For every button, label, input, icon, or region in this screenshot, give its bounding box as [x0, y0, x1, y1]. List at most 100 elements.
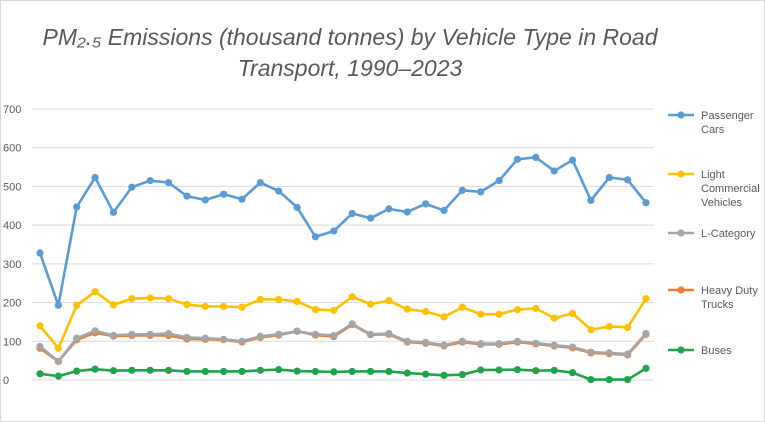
- data-point-l-category: [440, 341, 448, 349]
- data-point-l-category: [495, 340, 503, 348]
- data-point-passenger-cars: [605, 173, 613, 182]
- data-point-passenger-cars: [385, 205, 393, 213]
- data-point-l-category: [220, 335, 228, 343]
- data-point-l-category: [458, 337, 466, 345]
- data-point-passenger-cars: [458, 186, 466, 194]
- data-point-buses: [164, 366, 173, 374]
- chart-title: PM₂.₅ Emissions (thousand tonnes) by Veh…: [42, 24, 658, 81]
- y-tick-label: 100: [3, 336, 21, 348]
- data-point-passenger-cars: [293, 203, 301, 211]
- data-point-buses: [238, 367, 246, 376]
- data-point-passenger-cars: [146, 177, 154, 185]
- data-point-l-category: [36, 342, 44, 350]
- data-point-light-commercial-vehicles: [624, 323, 632, 331]
- data-point-passenger-cars: [73, 203, 81, 211]
- data-point-passenger-cars: [587, 196, 595, 204]
- data-point-light-commercial-vehicles: [642, 295, 650, 303]
- data-point-buses: [385, 367, 393, 376]
- data-point-passenger-cars: [54, 301, 62, 309]
- data-point-buses: [293, 367, 301, 375]
- data-point-passenger-cars: [348, 209, 356, 218]
- data-point-light-commercial-vehicles: [54, 344, 62, 352]
- data-point-l-category: [513, 337, 522, 345]
- data-point-light-commercial-vehicles: [330, 306, 338, 314]
- data-point-l-category: [532, 339, 540, 347]
- legend-marker-light-commercial-vehicles: [677, 170, 685, 178]
- data-point-passenger-cars: [642, 199, 650, 207]
- y-tick-label: 300: [3, 259, 21, 271]
- data-point-buses: [220, 367, 228, 376]
- data-point-buses: [568, 369, 577, 377]
- data-point-buses: [36, 370, 44, 378]
- data-point-l-category: [587, 348, 595, 356]
- data-point-light-commercial-vehicles: [256, 295, 264, 304]
- data-point-passenger-cars: [477, 188, 485, 196]
- data-point-passenger-cars: [422, 200, 430, 208]
- data-point-light-commercial-vehicles: [109, 301, 118, 309]
- data-point-passenger-cars: [201, 196, 209, 204]
- data-point-buses: [477, 366, 485, 374]
- data-point-buses: [54, 372, 62, 380]
- data-point-light-commercial-vehicles: [477, 310, 485, 318]
- data-point-buses: [256, 366, 264, 374]
- data-point-l-category: [550, 341, 558, 349]
- data-point-buses: [348, 367, 356, 376]
- data-point-l-category: [385, 329, 393, 338]
- data-point-buses: [201, 367, 209, 376]
- data-point-passenger-cars: [550, 167, 558, 175]
- legend-label-heavy-duty-trucks: Trucks: [701, 299, 734, 311]
- series-line-passenger-cars: [38, 156, 648, 307]
- data-point-l-category: [642, 329, 650, 338]
- data-point-buses: [624, 376, 632, 384]
- data-point-l-category: [422, 338, 430, 347]
- data-point-passenger-cars: [183, 192, 191, 200]
- data-point-light-commercial-vehicles: [128, 295, 136, 303]
- data-point-buses: [458, 370, 466, 379]
- data-point-light-commercial-vehicles: [348, 293, 356, 301]
- data-point-light-commercial-vehicles: [164, 295, 173, 303]
- data-point-l-category: [73, 334, 81, 342]
- data-point-passenger-cars: [164, 178, 173, 187]
- series-line-light-commercial-vehicles: [38, 290, 648, 350]
- data-point-buses: [275, 365, 283, 374]
- data-point-l-category: [605, 349, 613, 357]
- data-point-l-category: [366, 330, 375, 338]
- data-point-light-commercial-vehicles: [422, 307, 430, 316]
- data-point-l-category: [91, 327, 99, 335]
- data-point-light-commercial-vehicles: [293, 297, 301, 306]
- data-point-passenger-cars: [36, 249, 44, 257]
- data-point-buses: [91, 365, 99, 373]
- y-tick-label: 200: [3, 298, 21, 310]
- y-tick-label: 400: [3, 220, 21, 232]
- data-point-l-category: [624, 350, 632, 358]
- data-point-light-commercial-vehicles: [91, 288, 99, 296]
- data-point-light-commercial-vehicles: [495, 310, 503, 318]
- data-point-l-category: [164, 329, 173, 338]
- data-point-buses: [146, 366, 154, 374]
- data-point-l-category: [128, 330, 136, 338]
- legend-label-light-commercial-vehicles: Vehicles: [701, 197, 742, 209]
- data-point-light-commercial-vehicles: [385, 297, 393, 305]
- data-point-passenger-cars: [624, 176, 632, 184]
- data-point-light-commercial-vehicles: [36, 322, 44, 330]
- data-point-passenger-cars: [440, 206, 448, 215]
- data-point-light-commercial-vehicles: [513, 305, 522, 314]
- data-point-light-commercial-vehicles: [568, 309, 577, 318]
- data-point-buses: [532, 367, 540, 375]
- data-point-l-category: [403, 337, 411, 345]
- legend-label-passenger-cars: Passenger: [701, 110, 754, 122]
- data-point-light-commercial-vehicles: [238, 303, 246, 311]
- data-point-passenger-cars: [532, 153, 540, 161]
- series-line-l-category: [39, 322, 647, 363]
- data-point-buses: [73, 367, 81, 375]
- data-point-passenger-cars: [128, 183, 136, 191]
- data-point-buses: [183, 367, 191, 376]
- data-point-l-category: [330, 331, 338, 340]
- data-point-buses: [128, 366, 136, 374]
- data-point-buses: [513, 365, 522, 374]
- series-line-buses: [39, 367, 647, 381]
- data-point-l-category: [201, 334, 209, 342]
- data-point-buses: [109, 367, 118, 375]
- data-point-passenger-cars: [109, 208, 118, 216]
- data-point-l-category: [54, 357, 62, 366]
